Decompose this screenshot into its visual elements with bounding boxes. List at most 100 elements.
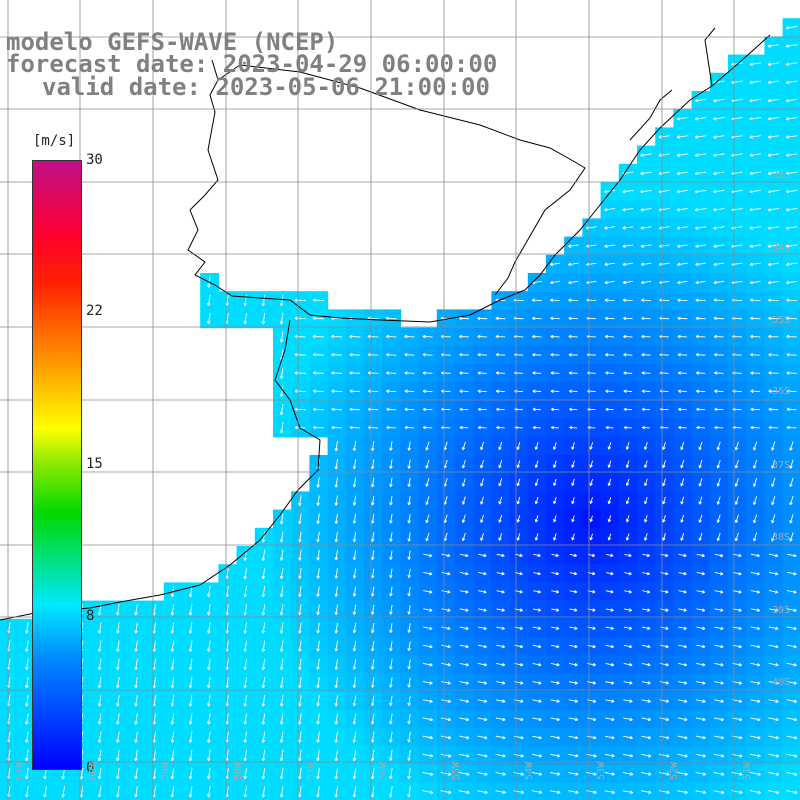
wind-arrow — [680, 478, 685, 487]
wind-arrow — [349, 407, 360, 412]
wind-arrow — [459, 553, 469, 558]
wind-arrow — [749, 262, 761, 267]
wind-arrow — [623, 407, 632, 412]
wind-arrow — [641, 699, 651, 703]
wind-arrow — [568, 316, 578, 321]
wind-arrow — [713, 334, 724, 339]
wind-arrow — [589, 478, 594, 486]
wind-arrow — [696, 662, 706, 667]
wind-arrow — [116, 622, 120, 634]
wind-arrow — [261, 312, 266, 325]
wind-arrow — [188, 658, 193, 671]
wind-arrow — [676, 226, 688, 230]
wind-arrow — [334, 550, 339, 561]
wind-speed-cell — [564, 782, 583, 800]
wind-arrow — [25, 695, 29, 707]
wind-arrow — [767, 226, 780, 230]
wind-arrow — [749, 189, 761, 194]
wind-arrow — [767, 262, 779, 267]
wind-arrow — [569, 608, 578, 612]
wind-arrow — [207, 676, 211, 689]
wind-arrow — [279, 367, 284, 379]
lat-label: 38S — [772, 532, 791, 543]
wind-arrow — [713, 153, 725, 157]
wind-arrow — [604, 772, 615, 776]
wind-arrow — [695, 753, 706, 758]
wind-arrow — [312, 316, 325, 321]
lat-label: 39S — [772, 605, 791, 616]
wind-arrow — [550, 371, 560, 375]
wind-arrow — [698, 514, 703, 523]
wind-arrow — [550, 389, 560, 393]
wind-arrow — [477, 626, 487, 630]
wind-arrow — [407, 713, 411, 725]
wind-arrow — [116, 713, 120, 725]
wind-arrow — [389, 641, 393, 652]
wind-arrow — [495, 735, 506, 740]
wind-arrow — [478, 553, 487, 558]
wind-arrow — [496, 662, 506, 667]
wind-arrow — [279, 640, 284, 652]
wind-arrow — [316, 640, 320, 652]
wind-arrow — [532, 699, 542, 703]
wind-arrow — [404, 353, 415, 357]
wind-arrow — [294, 371, 306, 375]
wind-arrow — [279, 731, 284, 743]
wind-arrow — [279, 713, 284, 725]
wind-arrow — [531, 772, 543, 776]
wind-arrow — [551, 553, 559, 558]
wind-arrow — [370, 441, 375, 451]
wind-arrow — [461, 441, 466, 451]
wind-arrow — [625, 478, 630, 487]
wind-arrow — [370, 659, 375, 670]
wind-arrow — [207, 695, 211, 707]
wind-arrow — [568, 772, 579, 776]
wind-arrow — [641, 425, 651, 430]
wind-arrow — [188, 767, 193, 780]
wind-arrow — [586, 699, 597, 703]
wind-arrow — [477, 753, 488, 758]
wind-arrow — [568, 790, 579, 794]
wind-arrow — [294, 407, 306, 412]
wind-arrow — [768, 753, 780, 758]
wind-arrow — [658, 262, 670, 267]
wind-arrow — [477, 389, 487, 393]
wind-arrow — [714, 371, 724, 375]
wind-arrow — [495, 753, 506, 758]
wind-arrow — [678, 553, 687, 558]
wind-arrow — [407, 441, 411, 451]
wind-arrow — [750, 389, 761, 393]
wind-arrow — [312, 371, 324, 375]
wind-arrow — [316, 531, 320, 543]
wind-arrow — [644, 460, 648, 469]
wind-arrow — [25, 786, 29, 798]
wind-arrow — [440, 753, 452, 758]
wind-arrow — [513, 753, 524, 758]
wind-arrow — [352, 604, 357, 615]
wind-arrow — [749, 280, 761, 285]
lat-label: 37S — [772, 460, 791, 471]
wind-arrow — [553, 460, 557, 468]
wind-arrow — [716, 496, 721, 505]
wind-arrow — [134, 713, 138, 725]
wind-arrow — [716, 514, 721, 523]
wind-arrow — [495, 681, 506, 685]
wind-arrow — [407, 495, 411, 506]
wind-arrow — [386, 425, 397, 430]
wind-arrow — [459, 425, 469, 430]
wind-arrow — [389, 767, 393, 780]
wind-arrow — [569, 571, 578, 576]
wind-arrow — [624, 590, 632, 594]
wind-arrow — [786, 571, 797, 576]
wind-arrow — [623, 371, 633, 375]
wind-arrow — [605, 608, 614, 612]
wind-arrow — [716, 459, 721, 469]
wind-arrow — [279, 786, 284, 798]
wind-arrow — [569, 407, 578, 412]
wind-arrow — [659, 681, 669, 685]
wind-arrow — [352, 731, 357, 743]
wind-arrow — [768, 644, 779, 649]
wind-arrow — [404, 407, 415, 412]
wind-arrow — [334, 459, 339, 470]
wind-arrow — [571, 533, 575, 541]
